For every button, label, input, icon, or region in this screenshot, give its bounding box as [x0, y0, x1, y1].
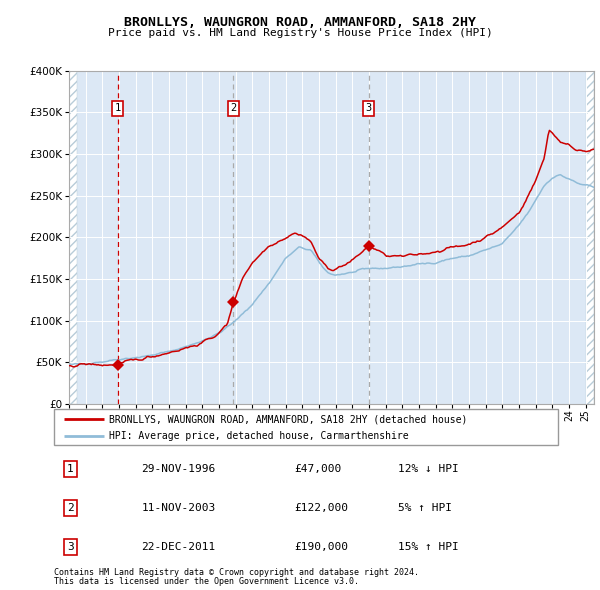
Text: £190,000: £190,000 [294, 542, 348, 552]
Text: 1: 1 [115, 103, 121, 113]
Text: £47,000: £47,000 [294, 464, 341, 474]
Text: 22-DEC-2011: 22-DEC-2011 [142, 542, 215, 552]
Text: 3: 3 [365, 103, 371, 113]
Text: BRONLLYS, WAUNGRON ROAD, AMMANFORD, SA18 2HY: BRONLLYS, WAUNGRON ROAD, AMMANFORD, SA18… [124, 16, 476, 29]
Text: 3: 3 [67, 542, 74, 552]
Text: 11-NOV-2003: 11-NOV-2003 [142, 503, 215, 513]
Text: Contains HM Land Registry data © Crown copyright and database right 2024.: Contains HM Land Registry data © Crown c… [54, 568, 419, 576]
Text: This data is licensed under the Open Government Licence v3.0.: This data is licensed under the Open Gov… [54, 577, 359, 586]
FancyBboxPatch shape [54, 409, 558, 445]
Text: 15% ↑ HPI: 15% ↑ HPI [398, 542, 459, 552]
Text: 29-NOV-1996: 29-NOV-1996 [142, 464, 215, 474]
Text: £122,000: £122,000 [294, 503, 348, 513]
Text: 12% ↓ HPI: 12% ↓ HPI [398, 464, 459, 474]
Text: 2: 2 [67, 503, 74, 513]
Text: 5% ↑ HPI: 5% ↑ HPI [398, 503, 452, 513]
Text: BRONLLYS, WAUNGRON ROAD, AMMANFORD, SA18 2HY (detached house): BRONLLYS, WAUNGRON ROAD, AMMANFORD, SA18… [109, 414, 468, 424]
Text: 1: 1 [67, 464, 74, 474]
Text: HPI: Average price, detached house, Carmarthenshire: HPI: Average price, detached house, Carm… [109, 431, 409, 441]
Text: 2: 2 [230, 103, 236, 113]
Text: Price paid vs. HM Land Registry's House Price Index (HPI): Price paid vs. HM Land Registry's House … [107, 28, 493, 38]
